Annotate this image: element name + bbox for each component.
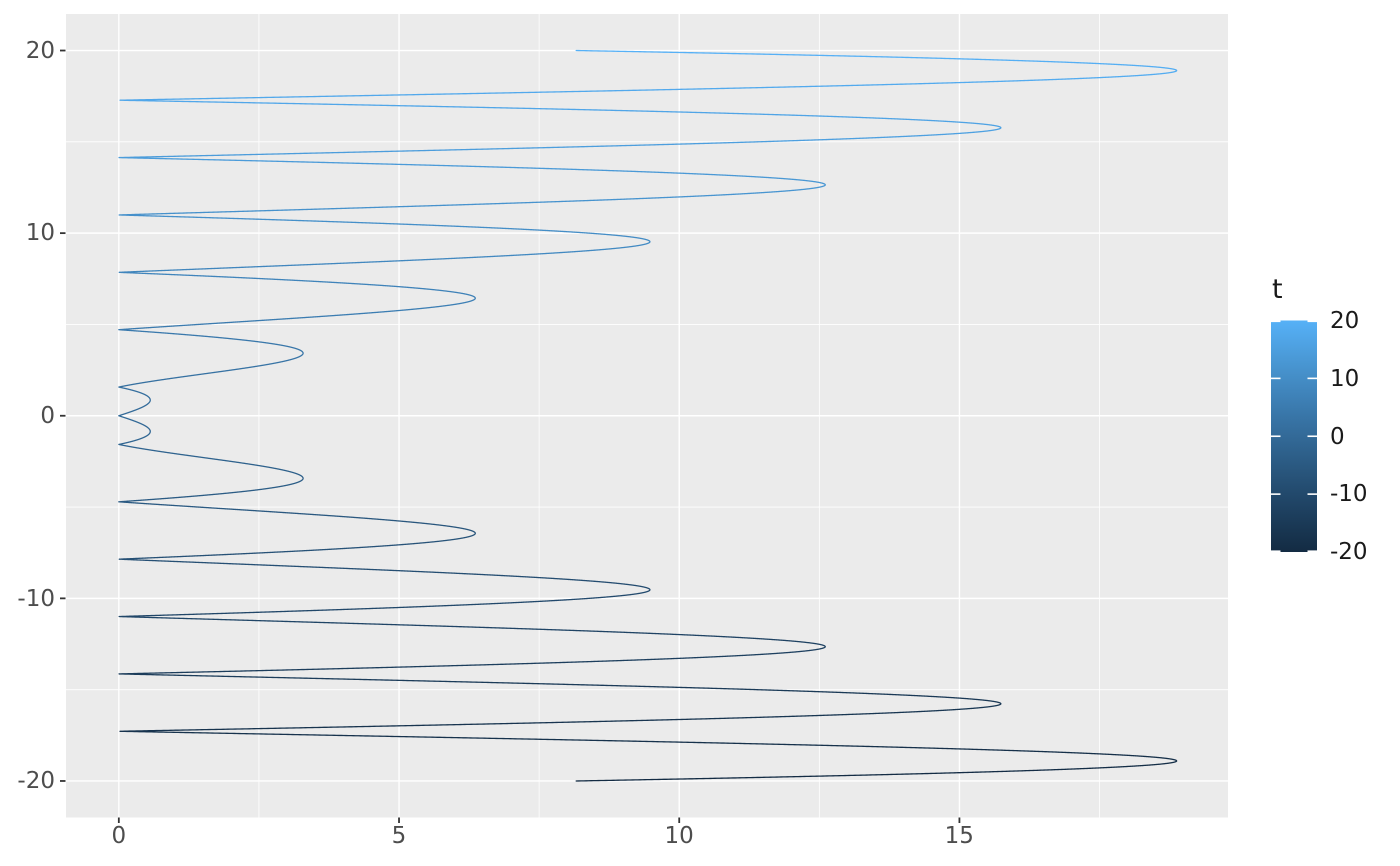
x-tick-label: 0 — [111, 823, 127, 849]
y-tick-label: -10 — [17, 585, 55, 612]
y-tick-label: -20 — [17, 768, 55, 794]
legend-tick-label: -20 — [1330, 539, 1368, 565]
legend-tick-label: 20 — [1330, 308, 1360, 334]
legend-tick-label: 0 — [1330, 423, 1345, 450]
y-tick-label: 10 — [25, 220, 55, 246]
x-tick-label: 15 — [944, 823, 974, 849]
legend-title: t — [1272, 274, 1283, 305]
y-tick-label: 20 — [25, 37, 55, 64]
y-tick-label: 0 — [40, 402, 55, 429]
x-tick-label: 10 — [664, 823, 694, 849]
legend-tick-label: 10 — [1330, 365, 1360, 392]
legend-tick-label: -10 — [1330, 481, 1368, 507]
curve-path — [118, 49, 1178, 782]
x-tick-label: 5 — [391, 823, 407, 849]
